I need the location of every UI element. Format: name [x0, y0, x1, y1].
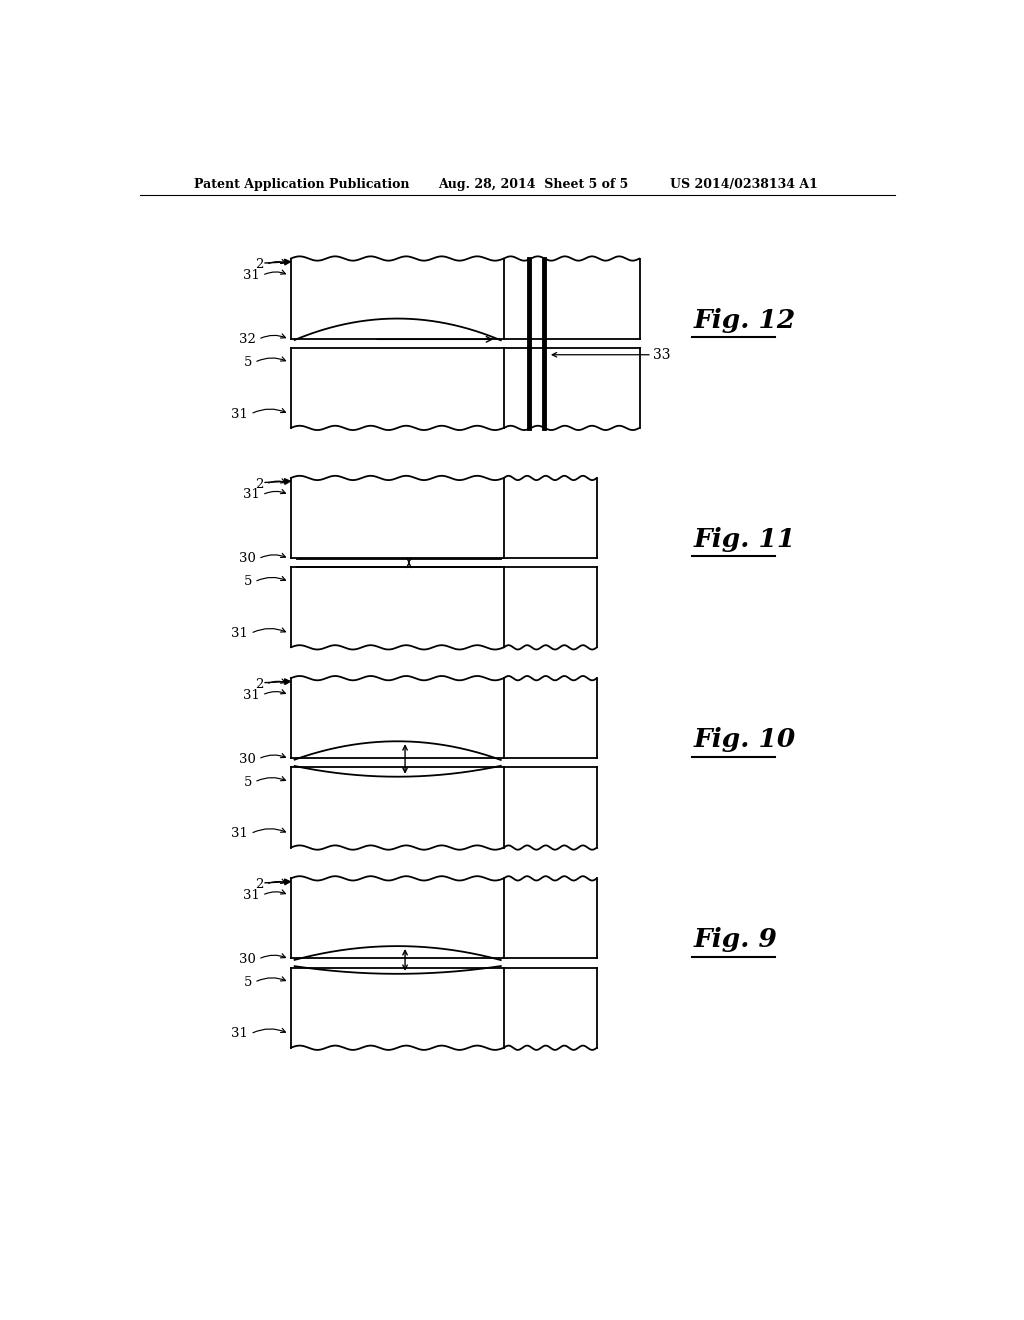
Text: 31: 31	[231, 1027, 248, 1040]
Text: 2: 2	[255, 478, 263, 491]
Text: Patent Application Publication: Patent Application Publication	[194, 178, 410, 190]
Text: 31: 31	[231, 627, 248, 640]
Text: Fig. 12: Fig. 12	[693, 308, 796, 333]
Text: 33: 33	[653, 347, 671, 362]
Text: 31: 31	[231, 828, 248, 841]
Text: 5: 5	[244, 975, 252, 989]
Text: 30: 30	[239, 552, 256, 565]
Text: 5: 5	[244, 576, 252, 589]
Text: Fig. 10: Fig. 10	[693, 727, 796, 752]
Text: 30: 30	[239, 953, 256, 966]
Text: Aug. 28, 2014  Sheet 5 of 5: Aug. 28, 2014 Sheet 5 of 5	[438, 178, 629, 190]
Text: Fig. 11: Fig. 11	[693, 527, 796, 552]
Text: US 2014/0238134 A1: US 2014/0238134 A1	[671, 178, 818, 190]
Text: 31: 31	[243, 488, 260, 502]
Text: 2: 2	[255, 259, 263, 271]
Text: 30: 30	[239, 752, 256, 766]
Text: 5: 5	[244, 776, 252, 788]
Text: 31: 31	[231, 408, 248, 421]
Text: 32: 32	[239, 333, 256, 346]
Text: 31: 31	[243, 269, 260, 282]
Text: 2: 2	[255, 878, 263, 891]
Text: 31: 31	[243, 888, 260, 902]
Text: 2: 2	[255, 677, 263, 690]
Text: Fig. 9: Fig. 9	[693, 928, 777, 953]
Text: 5: 5	[244, 356, 252, 370]
Text: 31: 31	[243, 689, 260, 702]
